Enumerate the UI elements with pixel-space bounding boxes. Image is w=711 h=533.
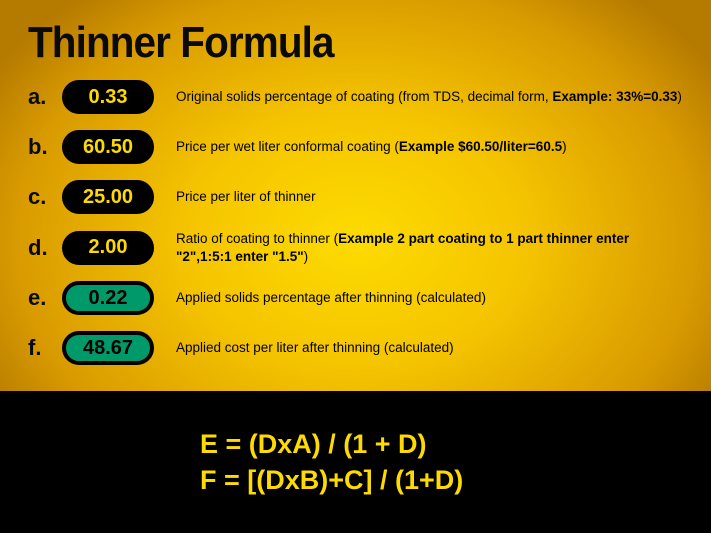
value-pill-a: 0.33 [62,80,154,114]
desc-tail: ) [677,89,682,104]
desc-plain: Original solids percentage of coating (f… [176,89,552,104]
desc-bold: Example: 33%=0.33 [552,89,677,104]
row-e: e. 0.22 Applied solids percentage after … [28,281,683,315]
desc-plain: Applied cost per liter after thinning (c… [176,340,454,355]
row-letter: c. [28,184,62,210]
content-area: Thinner Formula a. 0.33 Original solids … [0,0,711,381]
desc-plain: Ratio of coating to thinner ( [176,231,338,246]
formula-line-2: F = [(DxB)+C] / (1+D) [200,462,711,498]
value-pill-c: 25.00 [62,180,154,214]
row-letter: e. [28,285,62,311]
row-letter: d. [28,235,62,261]
value-pill-e: 0.22 [62,281,154,315]
row-description: Price per liter of thinner [176,188,683,206]
page-title: Thinner Formula [28,18,631,68]
value-pill-d: 2.00 [62,231,154,265]
desc-tail: ) [562,139,567,154]
row-b: b. 60.50 Price per wet liter conformal c… [28,130,683,164]
value-pill-b: 60.50 [62,130,154,164]
row-letter: f. [28,335,62,361]
value-pill-f: 48.67 [62,331,154,365]
row-description: Original solids percentage of coating (f… [176,88,683,106]
row-d: d. 2.00 Ratio of coating to thinner (Exa… [28,230,683,265]
desc-plain: Price per wet liter conformal coating ( [176,139,399,154]
desc-plain: Price per liter of thinner [176,189,316,204]
formula-footer: E = (DxA) / (1 + D) F = [(DxB)+C] / (1+D… [0,391,711,533]
row-description: Ratio of coating to thinner (Example 2 p… [176,230,683,265]
row-letter: b. [28,134,62,160]
row-description: Price per wet liter conformal coating (E… [176,138,683,156]
desc-tail: ) [304,249,309,264]
row-description: Applied cost per liter after thinning (c… [176,339,683,357]
row-c: c. 25.00 Price per liter of thinner [28,180,683,214]
desc-plain: Applied solids percentage after thinning… [176,290,486,305]
row-description: Applied solids percentage after thinning… [176,289,683,307]
desc-bold: Example $60.50/liter=60.5 [399,139,562,154]
row-f: f. 48.67 Applied cost per liter after th… [28,331,683,365]
row-a: a. 0.33 Original solids percentage of co… [28,80,683,114]
row-letter: a. [28,84,62,110]
thinner-formula-infographic: Thinner Formula a. 0.33 Original solids … [0,0,711,533]
formula-line-1: E = (DxA) / (1 + D) [200,426,711,462]
